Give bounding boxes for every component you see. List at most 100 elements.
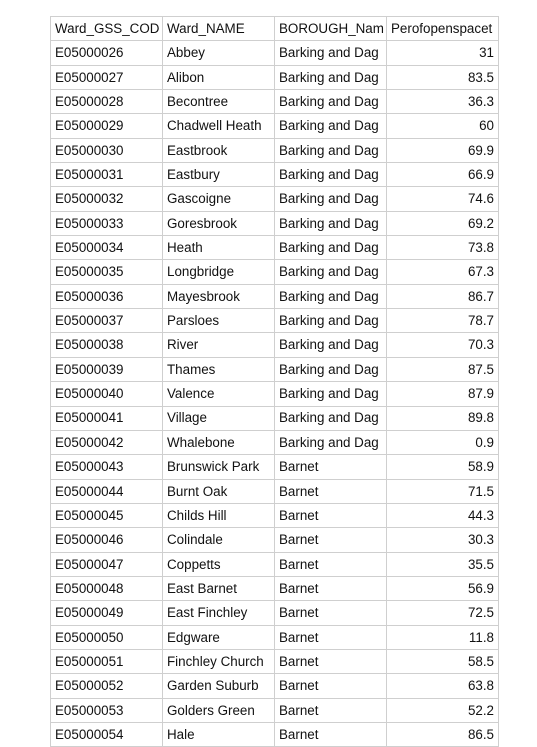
borough-cell[interactable]: Barking and Dag (274, 405, 387, 431)
header-cell-borough-name[interactable]: BOROUGH_Nam (274, 15, 387, 42)
borough-cell[interactable]: Barking and Dag (274, 235, 387, 261)
open-space-cell[interactable]: 73.8 (386, 235, 499, 261)
borough-cell[interactable]: Barking and Dag (274, 429, 387, 456)
ward-code-cell[interactable]: E05000034 (50, 235, 163, 261)
ward-code-cell[interactable]: E05000043 (50, 454, 163, 480)
open-space-cell[interactable]: 35.5 (386, 551, 499, 577)
borough-cell[interactable]: Barnet (274, 648, 387, 675)
ward-name-cell[interactable]: Longbridge (162, 259, 275, 285)
ward-code-cell[interactable]: E05000028 (50, 89, 163, 115)
ward-name-cell[interactable]: Eastbury (162, 162, 275, 188)
ward-code-cell[interactable]: E05000051 (50, 648, 163, 675)
borough-cell[interactable]: Barnet (274, 551, 387, 577)
ward-name-cell[interactable]: Burnt Oak (162, 478, 275, 504)
borough-cell[interactable]: Barking and Dag (274, 283, 387, 310)
ward-name-cell[interactable]: Coppetts (162, 551, 275, 577)
ward-name-cell[interactable]: Goresbrook (162, 210, 275, 237)
open-space-cell[interactable]: 86.7 (386, 283, 499, 310)
ward-code-cell[interactable]: E05000037 (50, 308, 163, 334)
borough-cell[interactable]: Barking and Dag (274, 210, 387, 237)
borough-cell[interactable]: Barnet (274, 502, 387, 529)
open-space-cell[interactable]: 87.5 (386, 356, 499, 383)
open-space-cell[interactable]: 83.5 (386, 64, 499, 91)
borough-cell[interactable]: Barnet (274, 454, 387, 480)
ward-name-cell[interactable]: Colindale (162, 527, 275, 553)
borough-cell[interactable]: Barnet (274, 478, 387, 504)
open-space-cell[interactable]: 63.8 (386, 673, 499, 699)
borough-cell[interactable]: Barking and Dag (274, 40, 387, 66)
ward-code-cell[interactable]: E05000045 (50, 502, 163, 529)
borough-cell[interactable]: Barking and Dag (274, 332, 387, 358)
borough-cell[interactable]: Barking and Dag (274, 64, 387, 91)
open-space-cell[interactable]: 78.7 (386, 308, 499, 334)
ward-code-cell[interactable]: E05000027 (50, 64, 163, 91)
ward-name-cell[interactable]: Brunswick Park (162, 454, 275, 480)
open-space-cell[interactable]: 74.6 (386, 186, 499, 212)
ward-code-cell[interactable]: E05000041 (50, 405, 163, 431)
ward-name-cell[interactable]: Eastbrook (162, 137, 275, 164)
ward-code-cell[interactable]: E05000042 (50, 429, 163, 456)
open-space-cell[interactable]: 44.3 (386, 502, 499, 529)
ward-name-cell[interactable]: East Finchley (162, 600, 275, 626)
borough-cell[interactable]: Barnet (274, 600, 387, 626)
ward-code-cell[interactable]: E05000052 (50, 673, 163, 699)
borough-cell[interactable]: Barnet (274, 624, 387, 650)
borough-cell[interactable]: Barking and Dag (274, 381, 387, 407)
borough-cell[interactable]: Barking and Dag (274, 89, 387, 115)
ward-name-cell[interactable]: Edgware (162, 624, 275, 650)
borough-cell[interactable]: Barking and Dag (274, 308, 387, 334)
ward-name-cell[interactable]: Thames (162, 356, 275, 383)
ward-code-cell[interactable]: E05000031 (50, 162, 163, 188)
open-space-cell[interactable]: 58.9 (386, 454, 499, 480)
ward-code-cell[interactable]: E05000050 (50, 624, 163, 650)
open-space-cell[interactable]: 31 (386, 40, 499, 66)
ward-code-cell[interactable]: E05000044 (50, 478, 163, 504)
ward-code-cell[interactable]: E05000046 (50, 527, 163, 553)
ward-name-cell[interactable]: Finchley Church (162, 648, 275, 675)
header-cell-percent-open-space[interactable]: Perofopenspacet (386, 15, 499, 42)
open-space-cell[interactable]: 0.9 (386, 429, 499, 456)
ward-name-cell[interactable]: Heath (162, 235, 275, 261)
open-space-cell[interactable]: 30.3 (386, 527, 499, 553)
ward-name-cell[interactable]: Valence (162, 381, 275, 407)
borough-cell[interactable]: Barnet (274, 527, 387, 553)
borough-cell[interactable]: Barking and Dag (274, 259, 387, 285)
ward-code-cell[interactable]: E05000026 (50, 40, 163, 66)
borough-cell[interactable]: Barking and Dag (274, 162, 387, 188)
open-space-cell[interactable]: 87.9 (386, 381, 499, 407)
ward-name-cell[interactable]: Garden Suburb (162, 673, 275, 699)
open-space-cell[interactable]: 89.8 (386, 405, 499, 431)
ward-code-cell[interactable]: E05000048 (50, 575, 163, 602)
ward-code-cell[interactable]: E05000053 (50, 697, 163, 723)
ward-code-cell[interactable]: E05000040 (50, 381, 163, 407)
ward-name-cell[interactable]: Hale (162, 721, 275, 747)
open-space-cell[interactable]: 86.5 (386, 721, 499, 747)
borough-cell[interactable]: Barking and Dag (274, 113, 387, 139)
open-space-cell[interactable]: 72.5 (386, 600, 499, 626)
borough-cell[interactable]: Barnet (274, 673, 387, 699)
open-space-cell[interactable]: 36.3 (386, 89, 499, 115)
open-space-cell[interactable]: 66.9 (386, 162, 499, 188)
ward-name-cell[interactable]: Becontree (162, 89, 275, 115)
open-space-cell[interactable]: 52.2 (386, 697, 499, 723)
ward-code-cell[interactable]: E05000049 (50, 600, 163, 626)
ward-code-cell[interactable]: E05000054 (50, 721, 163, 747)
open-space-cell[interactable]: 69.9 (386, 137, 499, 164)
ward-name-cell[interactable]: Gascoigne (162, 186, 275, 212)
ward-code-cell[interactable]: E05000030 (50, 137, 163, 164)
ward-code-cell[interactable]: E05000036 (50, 283, 163, 310)
borough-cell[interactable]: Barnet (274, 721, 387, 747)
borough-cell[interactable]: Barnet (274, 697, 387, 723)
open-space-cell[interactable]: 70.3 (386, 332, 499, 358)
borough-cell[interactable]: Barking and Dag (274, 186, 387, 212)
ward-name-cell[interactable]: Whalebone (162, 429, 275, 456)
ward-code-cell[interactable]: E05000035 (50, 259, 163, 285)
ward-name-cell[interactable]: River (162, 332, 275, 358)
ward-name-cell[interactable]: Childs Hill (162, 502, 275, 529)
ward-code-cell[interactable]: E05000032 (50, 186, 163, 212)
ward-name-cell[interactable]: Golders Green (162, 697, 275, 723)
ward-code-cell[interactable]: E05000033 (50, 210, 163, 237)
open-space-cell[interactable]: 69.2 (386, 210, 499, 237)
ward-name-cell[interactable]: Village (162, 405, 275, 431)
ward-code-cell[interactable]: E05000039 (50, 356, 163, 383)
